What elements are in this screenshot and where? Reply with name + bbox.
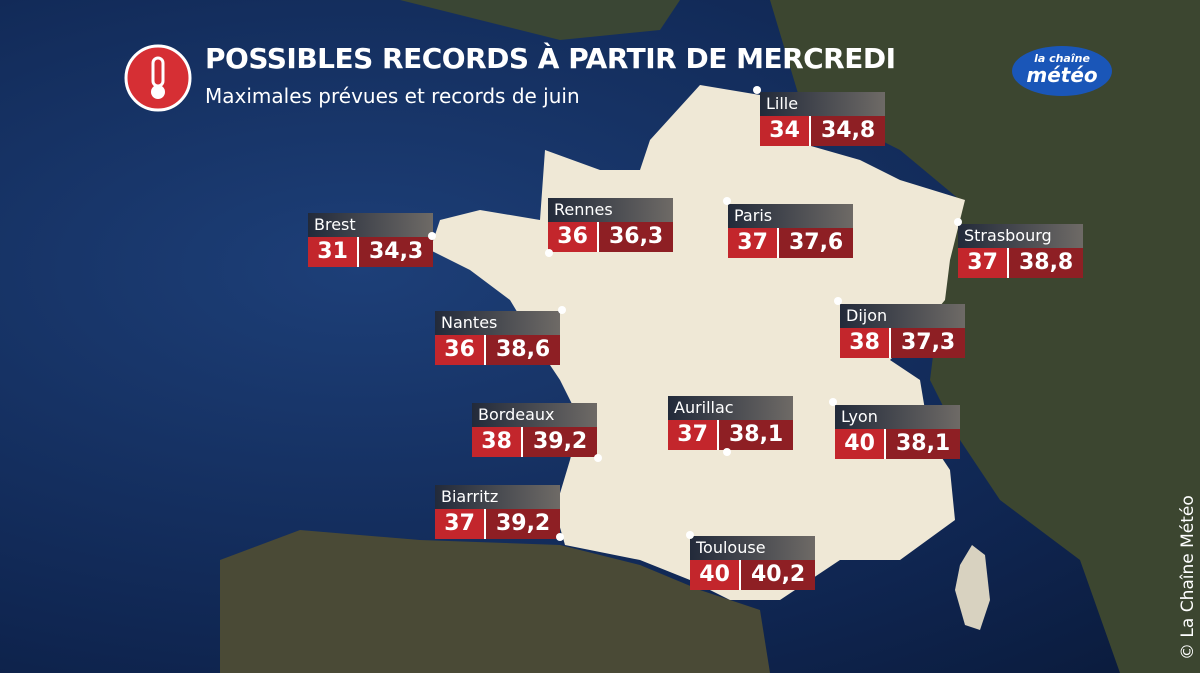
city-name: Nantes xyxy=(435,311,560,335)
city-dot xyxy=(723,448,731,456)
city-values: 37 39,2 xyxy=(435,509,560,539)
city-dot xyxy=(556,533,564,541)
city-label: Lille 34 34,8 xyxy=(760,92,885,146)
city-label: Rennes 36 36,3 xyxy=(548,198,673,252)
record: 36,3 xyxy=(597,222,673,252)
city-values: 38 37,3 xyxy=(840,328,965,358)
city-name: Strasbourg xyxy=(958,224,1083,248)
land-east xyxy=(770,0,1200,673)
corsica xyxy=(955,545,990,630)
city-label: Paris 37 37,6 xyxy=(728,204,853,258)
city-values: 40 38,1 xyxy=(835,429,960,459)
city-name: Lille xyxy=(760,92,885,116)
record: 37,6 xyxy=(777,228,853,258)
city-dot xyxy=(686,531,694,539)
forecast: 38 xyxy=(840,328,890,358)
forecast: 38 xyxy=(472,427,522,457)
land-spain xyxy=(220,530,770,673)
forecast: 37 xyxy=(958,248,1008,278)
record: 40,2 xyxy=(739,560,815,590)
city-dot xyxy=(829,398,837,406)
city-dot xyxy=(723,197,731,205)
logo-line2: météo xyxy=(1026,63,1098,87)
city-dot xyxy=(834,297,842,305)
forecast: 36 xyxy=(435,335,485,365)
city-label: Lyon 40 38,1 xyxy=(835,405,960,459)
record: 38,6 xyxy=(484,335,560,365)
record: 39,2 xyxy=(521,427,597,457)
city-values: 36 36,3 xyxy=(548,222,673,252)
forecast: 31 xyxy=(308,237,358,267)
city-name: Biarritz xyxy=(435,485,560,509)
logo-line1: la chaîne xyxy=(1034,52,1090,65)
city-values: 40 40,2 xyxy=(690,560,815,590)
city-values: 37 37,6 xyxy=(728,228,853,258)
record: 37,3 xyxy=(889,328,965,358)
city-label: Nantes 36 38,6 xyxy=(435,311,560,365)
city-dot xyxy=(753,86,761,94)
city-name: Brest xyxy=(308,213,433,237)
city-label: Brest 31 34,3 xyxy=(308,213,433,267)
forecast: 37 xyxy=(435,509,485,539)
city-values: 37 38,8 xyxy=(958,248,1083,278)
title: POSSIBLES RECORDS À PARTIR DE MERCREDI xyxy=(205,42,896,75)
city-name: Lyon xyxy=(835,405,960,429)
city-label: Bordeaux 38 39,2 xyxy=(472,403,597,457)
land-england xyxy=(400,0,680,40)
city-dot xyxy=(428,232,436,240)
city-dot xyxy=(545,249,553,257)
city-values: 37 38,1 xyxy=(668,420,793,450)
city-dot xyxy=(594,454,602,462)
record: 34,8 xyxy=(809,116,885,146)
city-name: Rennes xyxy=(548,198,673,222)
forecast: 34 xyxy=(760,116,810,146)
logo: la chaîne météo xyxy=(1012,46,1112,96)
city-label: Aurillac 37 38,1 xyxy=(668,396,793,450)
forecast: 37 xyxy=(668,420,718,450)
city-values: 34 34,8 xyxy=(760,116,885,146)
icon-circle xyxy=(124,44,192,112)
record: 38,1 xyxy=(884,429,960,459)
forecast: 36 xyxy=(548,222,598,252)
city-dot xyxy=(954,218,962,226)
city-label: Strasbourg 37 38,8 xyxy=(958,224,1083,278)
city-values: 38 39,2 xyxy=(472,427,597,457)
city-name: Toulouse xyxy=(690,536,815,560)
thermometer-bulb xyxy=(151,85,165,99)
city-name: Bordeaux xyxy=(472,403,597,427)
city-label: Biarritz 37 39,2 xyxy=(435,485,560,539)
record: 34,3 xyxy=(357,237,433,267)
city-values: 36 38,6 xyxy=(435,335,560,365)
city-name: Dijon xyxy=(840,304,965,328)
record: 38,8 xyxy=(1007,248,1083,278)
city-name: Aurillac xyxy=(668,396,793,420)
record: 38,1 xyxy=(717,420,793,450)
city-dot xyxy=(558,306,566,314)
city-name: Paris xyxy=(728,204,853,228)
forecast: 37 xyxy=(728,228,778,258)
forecast: 40 xyxy=(835,429,885,459)
forecast: 40 xyxy=(690,560,740,590)
credit: © La Chaîne Météo xyxy=(1178,495,1198,660)
city-label: Dijon 38 37,3 xyxy=(840,304,965,358)
city-label: Toulouse 40 40,2 xyxy=(690,536,815,590)
city-values: 31 34,3 xyxy=(308,237,433,267)
record: 39,2 xyxy=(484,509,560,539)
subtitle: Maximales prévues et records de juin xyxy=(205,84,580,108)
